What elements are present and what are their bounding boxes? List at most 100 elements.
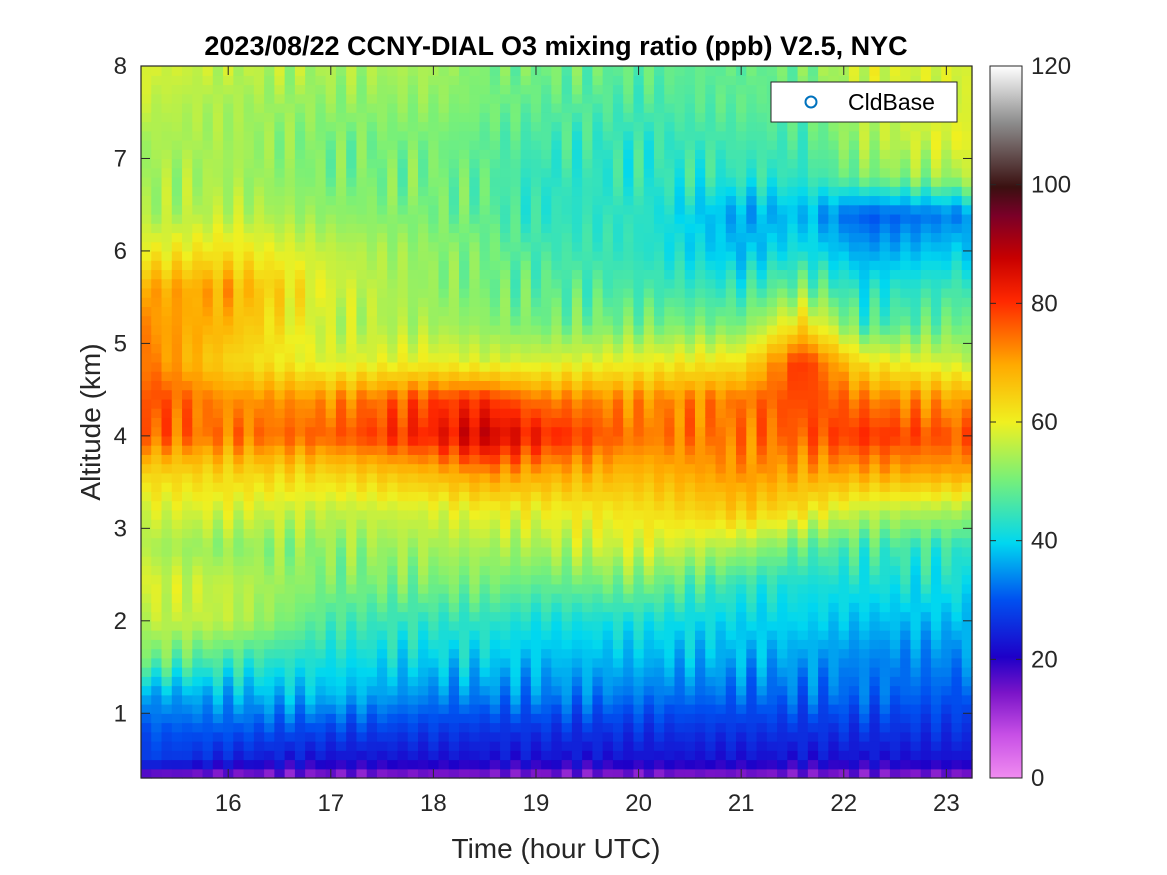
heatmap-cell bbox=[489, 343, 501, 354]
heatmap-cell bbox=[459, 84, 470, 95]
heatmap-cell bbox=[664, 176, 676, 187]
heatmap-cell bbox=[705, 565, 717, 576]
heatmap-cell bbox=[756, 334, 768, 345]
heatmap-cell bbox=[212, 602, 224, 613]
heatmap-cell bbox=[469, 408, 481, 418]
heatmap-cell bbox=[479, 223, 491, 234]
heatmap-cell bbox=[428, 315, 440, 326]
heatmap-cell bbox=[510, 176, 522, 187]
heatmap-cell bbox=[674, 593, 686, 603]
heatmap-cell bbox=[315, 241, 327, 252]
heatmap-cell bbox=[264, 398, 275, 409]
heatmap-cell bbox=[161, 121, 173, 132]
heatmap-cell bbox=[253, 176, 265, 187]
heatmap-cell bbox=[294, 213, 306, 224]
heatmap-cell bbox=[202, 583, 214, 594]
heatmap-cell bbox=[489, 223, 501, 234]
heatmap-cell bbox=[315, 657, 327, 668]
heatmap-cell bbox=[725, 472, 737, 483]
heatmap-cell bbox=[315, 583, 327, 594]
heatmap-cell bbox=[664, 750, 676, 761]
heatmap-cell bbox=[192, 158, 204, 169]
heatmap-cell bbox=[674, 435, 686, 446]
heatmap-cell bbox=[520, 565, 532, 576]
heatmap-cell bbox=[736, 472, 747, 483]
heatmap-cell bbox=[479, 167, 491, 178]
heatmap-cell bbox=[223, 630, 234, 640]
heatmap-cell bbox=[797, 694, 809, 705]
heatmap-cell bbox=[284, 269, 296, 280]
heatmap-cell bbox=[202, 500, 214, 511]
heatmap-cell bbox=[602, 121, 614, 132]
heatmap-cell bbox=[366, 750, 378, 761]
heatmap-cell bbox=[356, 66, 368, 76]
heatmap-cell bbox=[407, 66, 419, 76]
heatmap-cell bbox=[541, 250, 552, 261]
heatmap-cell bbox=[653, 602, 665, 613]
heatmap-cell bbox=[294, 130, 306, 141]
heatmap-cell bbox=[571, 408, 583, 418]
heatmap-cell bbox=[459, 537, 470, 548]
heatmap-cell bbox=[315, 759, 327, 770]
heatmap-cell bbox=[602, 768, 614, 779]
heatmap-cell bbox=[787, 371, 799, 381]
heatmap-cell bbox=[633, 250, 645, 261]
heatmap-cell bbox=[787, 611, 799, 622]
heatmap-cell bbox=[356, 361, 368, 372]
heatmap-cell bbox=[561, 149, 573, 160]
heatmap-cell bbox=[592, 167, 604, 178]
heatmap-cell bbox=[561, 223, 573, 234]
heatmap-cell bbox=[541, 565, 552, 576]
heatmap-cell bbox=[212, 398, 224, 409]
heatmap-cell bbox=[756, 398, 768, 409]
heatmap-cell bbox=[500, 389, 511, 400]
heatmap-cell bbox=[305, 445, 317, 455]
heatmap-cell bbox=[479, 741, 491, 751]
heatmap-cell bbox=[489, 768, 501, 779]
heatmap-cell bbox=[243, 426, 255, 437]
heatmap-cell bbox=[797, 565, 809, 576]
heatmap-cell bbox=[582, 241, 594, 252]
heatmap-cell bbox=[192, 620, 204, 631]
heatmap-cell bbox=[592, 232, 604, 243]
heatmap-cell bbox=[725, 667, 737, 677]
heatmap-cell bbox=[705, 315, 717, 326]
heatmap-cell bbox=[500, 139, 511, 150]
heatmap-cell bbox=[202, 463, 214, 474]
heatmap-cell bbox=[674, 482, 686, 492]
heatmap-cell bbox=[407, 593, 419, 603]
heatmap-cell bbox=[202, 315, 214, 326]
heatmap-cell bbox=[223, 306, 234, 317]
heatmap-cell bbox=[684, 93, 696, 104]
heatmap-cell bbox=[192, 750, 204, 761]
heatmap-cell bbox=[530, 713, 542, 724]
heatmap-cell bbox=[182, 93, 193, 104]
heatmap-cell bbox=[623, 260, 635, 271]
heatmap-cell bbox=[571, 417, 583, 428]
heatmap-cell bbox=[407, 158, 419, 169]
heatmap-cell bbox=[489, 657, 501, 668]
heatmap-cell bbox=[141, 731, 152, 742]
heatmap-cell bbox=[582, 741, 594, 751]
heatmap-cell bbox=[623, 149, 635, 160]
heatmap-cell bbox=[736, 491, 747, 502]
heatmap-cell bbox=[223, 121, 234, 132]
heatmap-cell bbox=[233, 546, 245, 557]
heatmap-cell bbox=[602, 657, 614, 668]
heatmap-cell bbox=[602, 694, 614, 705]
heatmap-cell bbox=[684, 491, 696, 502]
heatmap-cell bbox=[479, 519, 491, 529]
heatmap-cell bbox=[325, 324, 337, 335]
heatmap-cell bbox=[366, 463, 378, 474]
heatmap-cell bbox=[233, 519, 245, 529]
heatmap-cell bbox=[397, 352, 409, 363]
heatmap-cell bbox=[243, 500, 255, 511]
heatmap-cell bbox=[541, 593, 552, 603]
heatmap-cell bbox=[520, 269, 532, 280]
heatmap-cell bbox=[264, 139, 275, 150]
heatmap-cell bbox=[746, 620, 758, 631]
heatmap-cell bbox=[592, 685, 604, 696]
heatmap-cell bbox=[202, 306, 214, 317]
heatmap-cell bbox=[253, 324, 265, 335]
heatmap-cell bbox=[571, 639, 583, 650]
